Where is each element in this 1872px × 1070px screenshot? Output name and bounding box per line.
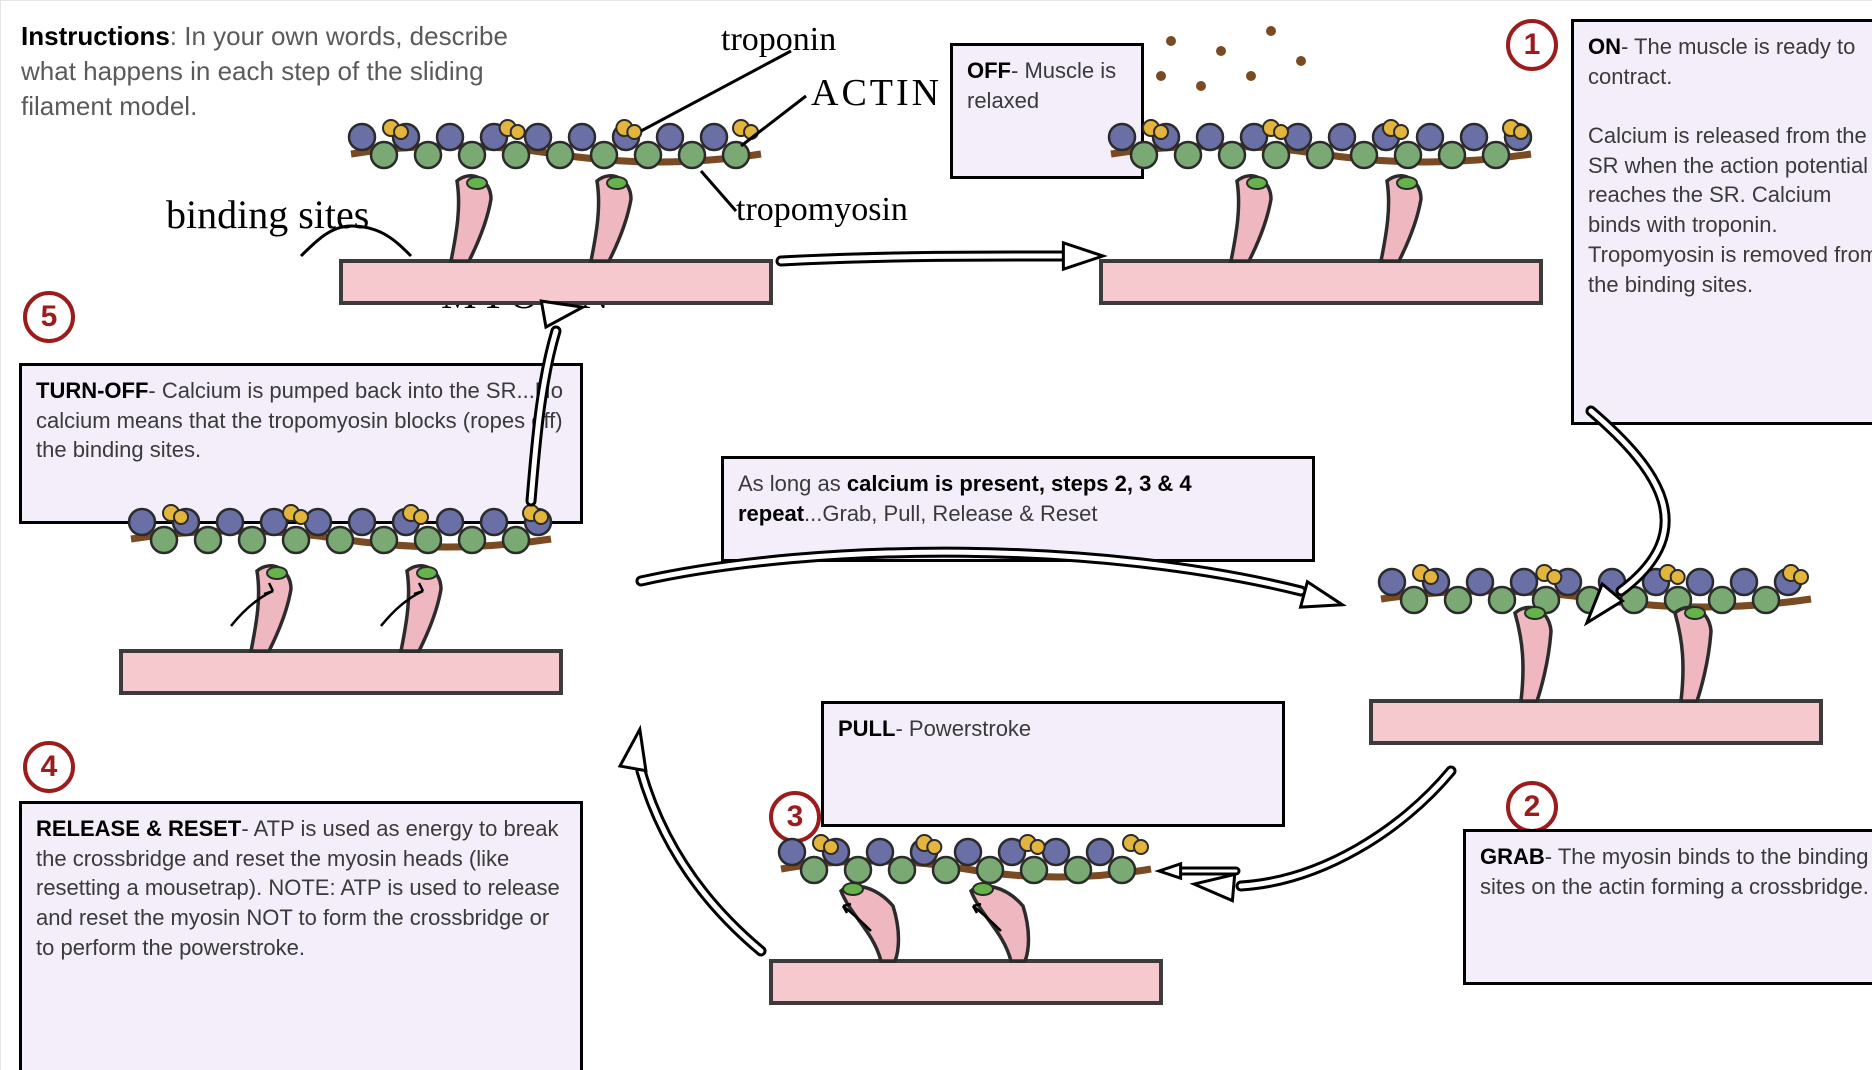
actin-filament <box>129 505 551 553</box>
myosin <box>1101 176 1541 303</box>
diagram-canvas: Instructions: In your own words, describ… <box>0 0 1872 1070</box>
actin-filament <box>1109 120 1531 168</box>
myosin <box>1371 607 1821 743</box>
flow-arrow <box>781 243 1103 269</box>
flow-arrow <box>1194 771 1451 901</box>
myosin <box>771 883 1161 1003</box>
actin-filament <box>779 835 1151 883</box>
myosin <box>341 176 771 303</box>
myosin <box>121 566 561 693</box>
actin-filament <box>349 120 761 168</box>
flow-arrow <box>641 552 1342 607</box>
flow-arrow <box>531 301 583 501</box>
diagram-svg <box>1 1 1872 1070</box>
flow-arrow <box>620 729 761 951</box>
